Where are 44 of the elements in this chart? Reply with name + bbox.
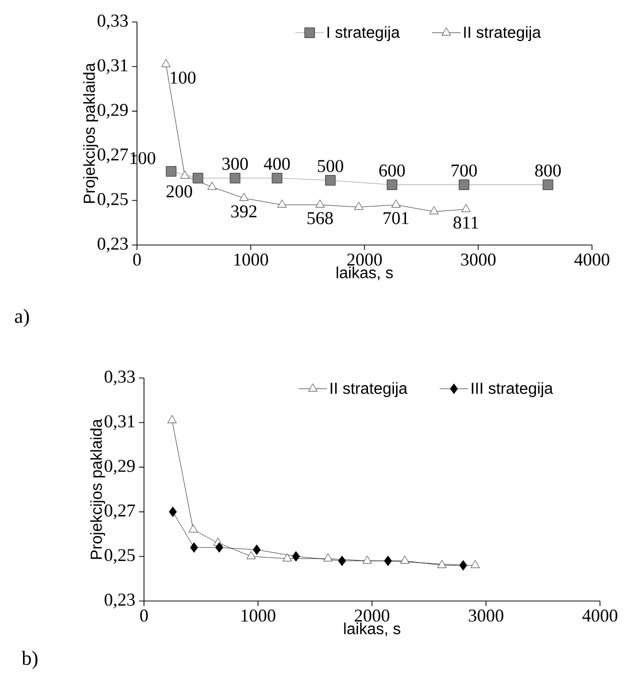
y-tick-label: 0,23 (98, 238, 128, 252)
annotation: 500 (318, 160, 344, 172)
x-tick-label: 4000 (574, 254, 610, 266)
y-tick-label: 0,33 (98, 14, 128, 30)
x-tick-label: 0 (140, 610, 148, 622)
y-tick-label: 0,27 (98, 148, 128, 164)
legend-label: III strategija (472, 382, 554, 398)
x-axis-title: laikas, s (336, 266, 393, 280)
x-tick-label: 3000 (468, 610, 504, 622)
y-tick-label: 0,23 (104, 594, 135, 608)
text: a) (14, 308, 29, 328)
y-axis-title: Projekcijos paklaida (90, 418, 106, 559)
legend-label: II strategija (464, 26, 541, 42)
y-axis-title: Projekcijos paklaida (83, 62, 98, 203)
text: b) (22, 650, 38, 670)
annotation: 811 (453, 216, 478, 229)
y-tick-label: 0,25 (98, 193, 128, 208)
annotation: 600 (379, 164, 405, 177)
y-tick-label: 0,29 (98, 104, 128, 119)
annotation: 100 (170, 72, 196, 84)
x-tick-label: 1000 (242, 610, 276, 622)
y-tick-label: 0,31 (98, 59, 128, 74)
x-tick-label: 0 (133, 254, 141, 266)
x-tick-label: 2000 (347, 254, 382, 266)
y-tick-label: 0,29 (104, 460, 135, 475)
y-tick-label: 0,25 (104, 549, 135, 564)
annotation: 300 (222, 158, 248, 170)
annotation: 568 (308, 212, 333, 224)
x-tick-label: 2000 (354, 610, 390, 622)
annotation: 400 (264, 158, 290, 170)
x-tick-label: 1000 (234, 254, 268, 266)
annotation: 700 (452, 164, 477, 177)
legend-label: I strategija (328, 26, 400, 42)
x-axis-title: laikas, s (344, 622, 400, 636)
annotation: 392 (231, 205, 256, 218)
y-tick-label: 0,27 (104, 504, 135, 520)
y-tick-label: 0,31 (104, 415, 134, 430)
annotation: 200 (166, 185, 192, 198)
x-tick-label: 3000 (461, 254, 496, 266)
x-tick-label: 4000 (582, 610, 618, 622)
legend-label: II strategija (330, 382, 408, 398)
y-tick-label: 0,33 (104, 370, 135, 386)
annotation: 701 (384, 212, 408, 224)
annotation: 800 (535, 164, 561, 177)
